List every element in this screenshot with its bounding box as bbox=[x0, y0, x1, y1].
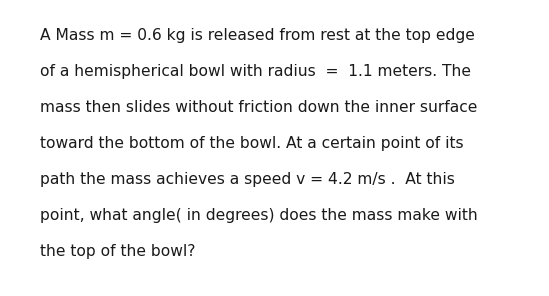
Text: A Mass m = 0.6 kg is released from rest at the top edge: A Mass m = 0.6 kg is released from rest … bbox=[40, 28, 475, 43]
Text: mass then slides without friction down the inner surface: mass then slides without friction down t… bbox=[40, 100, 478, 115]
Text: toward the bottom of the bowl. At a certain point of its: toward the bottom of the bowl. At a cert… bbox=[40, 136, 463, 151]
Text: point, what angle( in degrees) does the mass make with: point, what angle( in degrees) does the … bbox=[40, 208, 478, 223]
Text: path the mass achieves a speed v = 4.2 m/s .  At this: path the mass achieves a speed v = 4.2 m… bbox=[40, 172, 455, 187]
Text: the top of the bowl?: the top of the bowl? bbox=[40, 244, 195, 259]
Text: of a hemispherical bowl with radius  =  1.1 meters. The: of a hemispherical bowl with radius = 1.… bbox=[40, 64, 471, 79]
